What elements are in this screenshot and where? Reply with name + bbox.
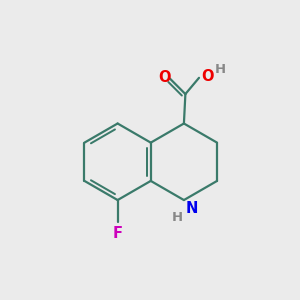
Text: F: F xyxy=(112,226,123,241)
Text: O: O xyxy=(201,69,213,84)
Text: H: H xyxy=(215,63,226,76)
Text: O: O xyxy=(158,70,171,86)
Text: N: N xyxy=(185,201,198,216)
Text: H: H xyxy=(172,211,183,224)
